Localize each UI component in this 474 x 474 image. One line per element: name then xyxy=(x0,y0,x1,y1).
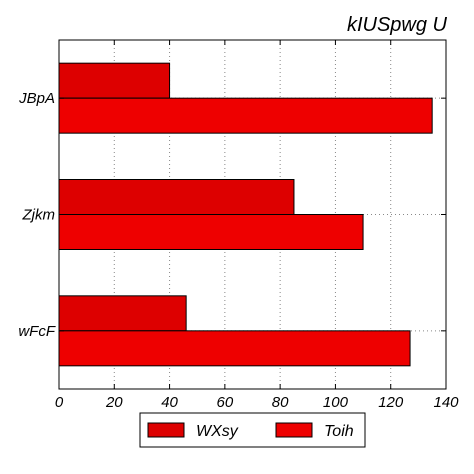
x-tick-label: 100 xyxy=(323,394,349,411)
legend: WXsy Toih xyxy=(139,412,366,448)
y-axis-categories: JBpA Zjkm wFcF xyxy=(18,90,446,340)
x-tick-label: 60 xyxy=(217,394,234,411)
bar-wfcf-toih xyxy=(58,330,411,367)
bar-jbpa-toih xyxy=(58,97,433,134)
bar-wfcf-wxsy xyxy=(58,295,187,332)
x-tick-label: 80 xyxy=(272,394,289,411)
bar-zjkm-toih xyxy=(58,214,364,250)
legend-swatch-wxsy xyxy=(147,422,185,438)
legend-label-wxsy: WXsy xyxy=(196,423,239,440)
bar-jbpa-wxsy xyxy=(58,62,171,99)
category-label: JBpA xyxy=(18,90,55,107)
x-tick-label: 0 xyxy=(55,394,64,411)
x-tick-label: 120 xyxy=(378,394,404,411)
category-label: Zjkm xyxy=(22,207,56,224)
category-label: wFcF xyxy=(18,323,55,340)
x-tick-label: 140 xyxy=(433,394,459,411)
bars xyxy=(58,62,433,367)
x-axis-ticks: 0 20 40 60 80 100 120 140 xyxy=(55,40,459,411)
bar-zjkm-wxsy xyxy=(58,179,295,215)
chart-title: kIUSpwg U xyxy=(347,14,448,36)
x-tick-label: 40 xyxy=(161,394,178,411)
legend-swatch-toih xyxy=(275,422,313,438)
legend-label-toih: Toih xyxy=(324,423,354,440)
x-tick-label: 20 xyxy=(105,394,123,411)
